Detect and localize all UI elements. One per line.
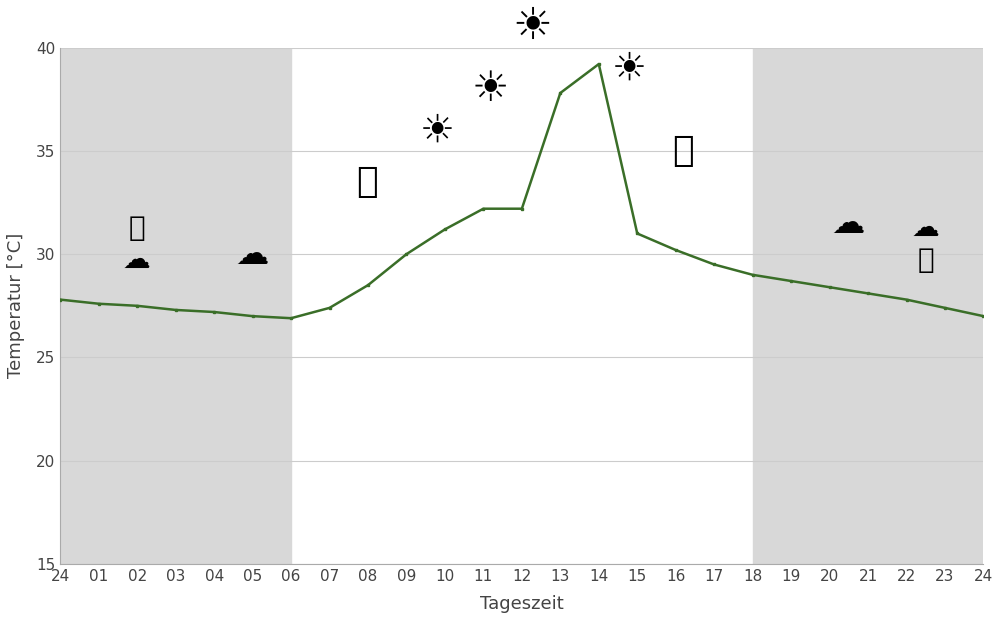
Bar (60, 48, 291, 564)
Text: ☀️: ☀️ (420, 111, 455, 149)
Text: ☁️: ☁️ (236, 237, 269, 271)
Y-axis label: Temperatur [°C]: Temperatur [°C] (7, 233, 25, 378)
Bar (753, 48, 983, 564)
Text: ☁️
🌙: ☁️ 🌙 (912, 214, 940, 274)
Text: ☀️: ☀️ (612, 49, 647, 87)
Text: 🌤️: 🌤️ (357, 165, 379, 199)
X-axis label: Tageszeit: Tageszeit (480, 595, 564, 613)
Text: ☀️: ☀️ (513, 6, 553, 48)
Text: 🌙
☁️: 🌙 ☁️ (123, 214, 151, 274)
Text: 🌤️: 🌤️ (673, 134, 694, 168)
Text: ☀️: ☀️ (472, 68, 510, 110)
Text: ☁️: ☁️ (832, 206, 865, 240)
